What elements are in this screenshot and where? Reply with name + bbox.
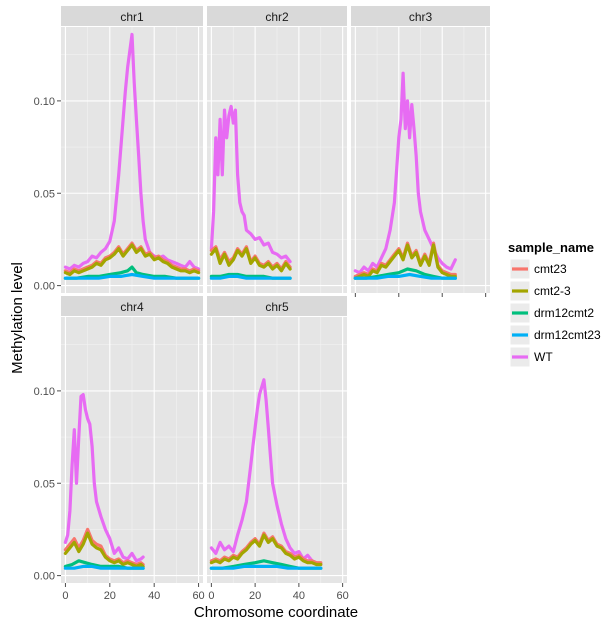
x-tick-label: 40: [148, 590, 160, 602]
facet-strip-label: chr3: [409, 10, 433, 24]
x-tick-label: 60: [337, 590, 349, 602]
series-line-cmt2-3: [63, 531, 145, 569]
legend-title: sample_name: [508, 240, 594, 255]
legend-item: cmt23: [509, 258, 567, 280]
y-tick-label: 0.10: [34, 386, 55, 398]
y-tick-label: 0.05: [34, 188, 55, 200]
panels-layer: chr1 0.00 0.05 0.10 chr2 chr3 chr4 0.00 0.05 0.10…: [34, 6, 490, 602]
legend-item: drm12cmt23: [509, 324, 601, 346]
facet-strip-label: chr1: [120, 10, 144, 24]
facet-strip: [351, 6, 490, 26]
panel-chr2: chr2: [207, 6, 347, 293]
series-line-drm12cmt23: [353, 272, 457, 280]
panel-chr4: chr4 0.00 0.05 0.10 0 20 40 60: [34, 296, 205, 602]
panel-chr3: chr3: [351, 6, 490, 297]
series-line-cmt23: [63, 241, 201, 275]
legend-item: drm12cmt2: [509, 302, 594, 324]
y-tick-label: 0.05: [34, 478, 55, 490]
facet-strip: [207, 6, 347, 26]
series-line-WT: [209, 104, 292, 264]
legend-item: cmt2-3: [509, 280, 571, 302]
series-line-drm12cmt23: [63, 564, 145, 570]
x-tick-label: 0: [62, 590, 68, 602]
facet-strip-label: chr4: [120, 300, 144, 314]
x-axis-title: Chromosome coordinate: [194, 604, 358, 621]
facet-strip: [61, 296, 203, 316]
series-line-drm12cmt23: [209, 564, 323, 570]
legend-label: drm12cmt23: [534, 328, 601, 342]
legend-label: WT: [534, 350, 553, 364]
y-tick-label: 0.00: [34, 281, 55, 293]
panel-chr1: chr1 0.00 0.05 0.10: [34, 6, 203, 293]
legend: sample_name cmt23 cmt2-3 drm12cmt2 drm12cmt…: [508, 240, 601, 368]
x-tick-label: 20: [104, 590, 116, 602]
y-tick-label: 0.10: [34, 96, 55, 108]
legend-label: drm12cmt2: [534, 306, 594, 320]
legend-label: cmt2-3: [534, 284, 571, 298]
series-line-WT: [209, 378, 323, 567]
series-line-drm12cmt23: [209, 274, 292, 280]
series-line-WT: [63, 393, 145, 563]
series-line-cmt2-3: [209, 247, 292, 273]
x-tick-label: 40: [293, 590, 305, 602]
y-axis-title: Methylation level: [9, 262, 26, 374]
series-line-cmt2-3: [353, 243, 457, 280]
panel-chr5: chr5 0 20 40 60: [207, 296, 349, 602]
x-tick-label: 0: [208, 590, 214, 602]
x-tick-label: 60: [192, 590, 204, 602]
x-tick-label: 20: [249, 590, 261, 602]
facet-strip-label: chr5: [265, 300, 289, 314]
facet-strip: [207, 296, 347, 316]
facet-strip: [61, 6, 203, 26]
series-line-cmt2-3: [209, 533, 323, 567]
legend-label: cmt23: [534, 262, 567, 276]
legend-item: WT: [509, 346, 553, 368]
y-tick-label: 0.00: [34, 571, 55, 583]
series-line-WT: [63, 32, 201, 271]
series-line-cmt2-3: [63, 243, 201, 277]
legend-items: cmt23 cmt2-3 drm12cmt2 drm12cmt23 WT: [509, 258, 601, 368]
series-line-drm12cmt23: [63, 272, 201, 280]
facet-strip-label: chr2: [265, 10, 289, 24]
